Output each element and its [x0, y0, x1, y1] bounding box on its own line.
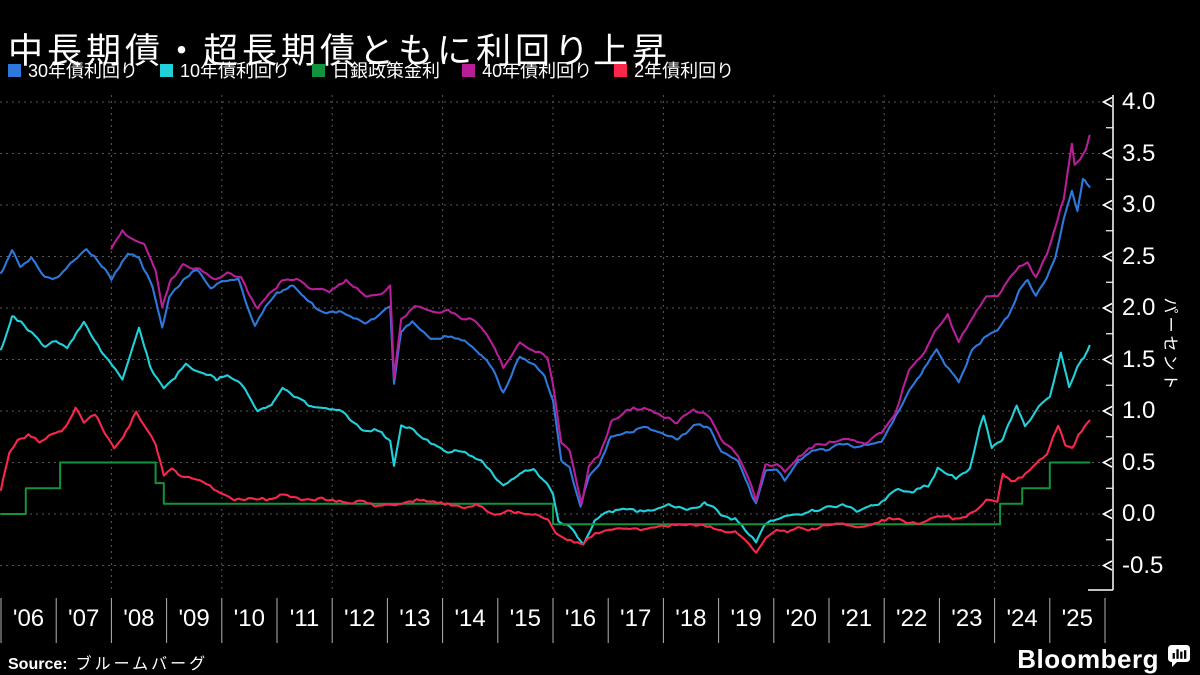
source-label: Source: — [8, 656, 68, 673]
legend-swatch-icon — [614, 63, 628, 77]
source-value: ブルームバーグ — [75, 656, 209, 673]
x-axis-tick-label: '09 — [178, 605, 210, 632]
x-axis-tick-label: '10 — [233, 605, 265, 632]
x-axis-tick-label: '18 — [675, 605, 707, 632]
legend-label: 40年債利回り — [482, 61, 593, 81]
y-axis-tick-label: 3.5 — [1122, 139, 1156, 167]
x-axis-tick-label: '14 — [454, 605, 486, 632]
y-axis-tick-label: 1.5 — [1122, 345, 1156, 373]
legend-label: 10年債利回り — [180, 61, 291, 81]
y-axis-major-tick — [1101, 148, 1113, 159]
x-axis-tick-label: '13 — [399, 605, 431, 632]
x-axis-tick-label: '16 — [564, 605, 597, 632]
bloomberg-wordmark: Bloomberg — [1017, 643, 1159, 674]
y-axis-tick-label: 0.5 — [1122, 448, 1156, 476]
y-axis-major-tick — [1101, 560, 1113, 571]
y-axis-tick-label: 0.0 — [1122, 500, 1156, 527]
x-axis-tick-label: '06 — [12, 605, 45, 632]
x-axis-tick-label: '08 — [123, 605, 155, 632]
legend-swatch-icon — [312, 63, 326, 77]
x-axis-tick-label: '20 — [785, 605, 817, 632]
bloomberg-bubble-chart-icon — [1167, 644, 1192, 673]
y-axis-major-tick — [1101, 508, 1113, 520]
x-axis-tick-label: '19 — [730, 605, 762, 632]
chart-title: 中長期債・超長期債ともに利回り上昇 — [8, 32, 672, 72]
legend-label: 2年債利回り — [634, 61, 735, 81]
legend-item-30y-yield: 30年債利回り — [8, 57, 138, 83]
y-axis-tick-label: 1.0 — [1122, 397, 1156, 424]
y-axis-tick-label: 2.0 — [1122, 294, 1156, 321]
y-axis-tick-label: 4.0 — [1122, 88, 1156, 115]
x-axis-tick-label: '22 — [896, 605, 928, 632]
y-axis-major-tick — [1101, 354, 1113, 365]
legend-item-10y-yield: 10年債利回り — [160, 57, 290, 83]
legend-item-2y-yield: 2年債利回り — [614, 57, 734, 83]
bloomberg-logo: Bloomberg — [1017, 644, 1192, 673]
legend-item-boj-policy-rate: 日銀政策金利 — [312, 57, 440, 83]
x-axis-tick-label: '07 — [68, 605, 100, 632]
x-axis-tick-label: '23 — [951, 605, 983, 632]
legend-label: 30年債利回り — [28, 61, 139, 81]
y-axis-major-tick — [1101, 302, 1113, 314]
x-axis-tick-label: '12 — [344, 605, 376, 632]
x-axis-tick-label: '24 — [1006, 605, 1038, 632]
chart-legend: 30年債利回り 10年債利回り 日銀政策金利 40年債利回り 2年債利回り — [8, 57, 734, 83]
series-line-2y-yield — [0, 406, 1091, 554]
legend-item-40y-yield: 40年債利回り — [462, 57, 592, 83]
y-axis-major-tick — [1101, 405, 1113, 417]
x-axis-tick-label: '25 — [1061, 605, 1093, 632]
legend-swatch-icon — [8, 63, 21, 77]
y-axis-unit-label: パーセント — [1161, 297, 1178, 393]
legend-label: 日銀政策金利 — [332, 61, 441, 81]
series-line-30y-yield — [0, 177, 1091, 508]
series-line-boj-policy-rate — [0, 461, 1091, 526]
y-axis-major-tick — [1101, 96, 1113, 108]
y-axis-tick-label: 3.0 — [1122, 191, 1156, 218]
x-axis-tick-label: '15 — [509, 605, 541, 632]
x-axis-tick-label: '21 — [840, 605, 873, 632]
y-axis-major-tick — [1101, 457, 1113, 468]
y-axis-major-tick — [1101, 199, 1113, 211]
y-axis-major-tick — [1101, 251, 1113, 262]
y-axis-tick-label: -0.5 — [1122, 551, 1164, 579]
x-axis-tick-label: '17 — [620, 605, 652, 632]
legend-swatch-icon — [160, 63, 174, 77]
y-axis-tick-label: 2.5 — [1122, 242, 1156, 270]
x-axis-tick-label: '11 — [289, 605, 320, 632]
legend-swatch-icon — [462, 63, 476, 77]
source-line: Source: ブルームバーグ — [8, 650, 208, 674]
series-line-40y-yield — [110, 134, 1091, 506]
series-line-10y-yield — [0, 315, 1091, 546]
